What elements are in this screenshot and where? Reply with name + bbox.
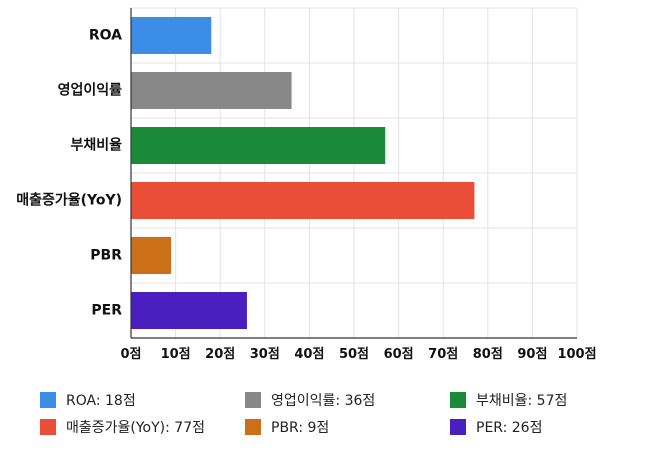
legend-label-debt-ratio: 부채비율: 57점 [476,393,568,409]
bar-1 [131,72,292,109]
legend-label-roa: ROA: 18점 [66,393,136,409]
x-tick-label-5: 50점 [339,347,369,362]
legend-item-pbr: PBR: 9점 [245,417,329,437]
x-tick-label-4: 40점 [294,347,324,362]
x-tick-label-3: 30점 [250,347,280,362]
legend-item-operating-margin: 영업이익률: 36점 [245,390,375,410]
category-label-0: ROA [89,28,122,44]
x-tick-label-6: 60점 [384,347,414,362]
legend-swatch-roa [40,392,56,408]
x-tick-label-10: 100점 [557,347,596,362]
x-tick-label-7: 70점 [428,347,458,362]
legend-label-operating-margin: 영업이익률: 36점 [271,393,376,409]
legend-swatch-operating-margin [245,392,261,408]
legend-label-revenue-growth: 매출증가율(YoY): 77점 [66,420,205,436]
bar-5 [131,292,247,329]
category-label-4: PBR [90,248,122,264]
x-tick-label-0: 0점 [120,347,141,362]
legend-item-revenue-growth: 매출증가율(YoY): 77점 [40,417,205,437]
x-tick-label-8: 80점 [473,347,503,362]
bar-0 [131,17,212,54]
category-label-2: 부채비율 [70,137,122,154]
legend-swatch-per [450,419,466,435]
legend-label-per: PER: 26점 [476,420,543,436]
legend-item-debt-ratio: 부채비율: 57점 [450,390,567,410]
category-label-3: 매출증가율(YoY) [16,192,122,209]
legend-swatch-revenue-growth [40,419,56,435]
bar-3 [131,182,475,219]
legend-item-roa: ROA: 18점 [40,390,136,410]
category-label-5: PER [91,303,122,319]
bar-4 [131,237,172,274]
x-tick-label-2: 20점 [205,347,235,362]
category-label-1: 영업이익률 [58,82,123,99]
bar-2 [131,127,386,164]
legend-swatch-pbr [245,419,261,435]
x-tick-label-1: 10점 [161,347,191,362]
x-tick-label-9: 90점 [517,347,547,362]
legend-label-pbr: PBR: 9점 [271,420,330,436]
legend-swatch-debt-ratio [450,392,466,408]
legend-item-per: PER: 26점 [450,417,542,437]
